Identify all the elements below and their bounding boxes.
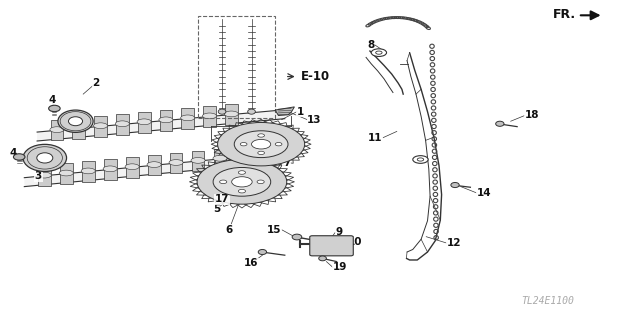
- Circle shape: [252, 139, 271, 149]
- Text: 14: 14: [477, 188, 492, 198]
- Ellipse shape: [202, 113, 216, 119]
- Polygon shape: [203, 106, 216, 127]
- Ellipse shape: [248, 109, 255, 114]
- Circle shape: [258, 134, 264, 137]
- Polygon shape: [94, 116, 107, 137]
- Polygon shape: [275, 107, 294, 115]
- Ellipse shape: [72, 125, 86, 130]
- Polygon shape: [125, 157, 138, 178]
- Circle shape: [197, 160, 287, 204]
- Text: 11: 11: [368, 133, 383, 143]
- Text: 2: 2: [92, 78, 100, 88]
- Ellipse shape: [125, 164, 139, 170]
- Circle shape: [238, 171, 246, 174]
- Text: 7: 7: [283, 158, 291, 168]
- Ellipse shape: [258, 249, 267, 255]
- Ellipse shape: [50, 127, 64, 132]
- Text: 17: 17: [239, 151, 253, 161]
- Ellipse shape: [451, 182, 460, 188]
- Text: 17: 17: [214, 194, 229, 204]
- Text: 19: 19: [333, 262, 347, 272]
- Ellipse shape: [169, 160, 183, 165]
- Polygon shape: [170, 153, 182, 173]
- Ellipse shape: [103, 166, 117, 172]
- Ellipse shape: [159, 117, 173, 123]
- FancyBboxPatch shape: [310, 236, 353, 256]
- Text: 9: 9: [335, 227, 342, 237]
- Polygon shape: [138, 112, 150, 133]
- Text: TL24E1100: TL24E1100: [521, 296, 573, 307]
- Polygon shape: [159, 110, 172, 131]
- Text: 18: 18: [525, 110, 540, 121]
- Text: 10: 10: [348, 237, 363, 248]
- Circle shape: [220, 180, 227, 184]
- Ellipse shape: [147, 162, 161, 167]
- Ellipse shape: [58, 110, 93, 132]
- Text: 3: 3: [35, 171, 42, 181]
- Circle shape: [413, 156, 428, 163]
- Circle shape: [218, 122, 305, 166]
- Ellipse shape: [23, 144, 67, 172]
- Polygon shape: [60, 163, 73, 184]
- Circle shape: [234, 131, 288, 158]
- Ellipse shape: [496, 121, 504, 126]
- Circle shape: [257, 180, 264, 184]
- Polygon shape: [116, 114, 129, 135]
- Circle shape: [275, 143, 282, 146]
- Text: 13: 13: [307, 115, 322, 125]
- Circle shape: [258, 151, 264, 155]
- Polygon shape: [82, 161, 95, 182]
- Ellipse shape: [49, 105, 60, 112]
- Text: 15: 15: [267, 225, 282, 235]
- Ellipse shape: [292, 234, 302, 240]
- Ellipse shape: [115, 121, 129, 127]
- Polygon shape: [191, 151, 204, 171]
- Text: 16: 16: [244, 258, 259, 268]
- Ellipse shape: [93, 123, 108, 129]
- Ellipse shape: [37, 172, 51, 178]
- Circle shape: [417, 158, 424, 161]
- Text: 6: 6: [225, 225, 233, 235]
- Ellipse shape: [224, 111, 238, 117]
- Text: 4: 4: [9, 148, 17, 158]
- Ellipse shape: [319, 256, 326, 261]
- Ellipse shape: [137, 119, 151, 125]
- Text: 8: 8: [367, 40, 374, 50]
- Polygon shape: [181, 108, 194, 129]
- Text: 4: 4: [49, 95, 56, 106]
- Polygon shape: [225, 104, 237, 125]
- Bar: [198, 16, 275, 118]
- Circle shape: [213, 167, 271, 196]
- Ellipse shape: [13, 154, 25, 160]
- Ellipse shape: [37, 153, 53, 163]
- Polygon shape: [214, 149, 227, 169]
- Ellipse shape: [81, 168, 95, 174]
- Circle shape: [371, 49, 387, 56]
- Ellipse shape: [60, 170, 74, 176]
- Polygon shape: [148, 155, 161, 175]
- Ellipse shape: [213, 155, 227, 161]
- Polygon shape: [38, 166, 51, 186]
- Polygon shape: [104, 159, 116, 180]
- Polygon shape: [24, 154, 274, 187]
- Text: 5: 5: [212, 204, 220, 214]
- Circle shape: [232, 177, 252, 187]
- Polygon shape: [37, 110, 285, 141]
- Circle shape: [240, 143, 247, 146]
- Polygon shape: [72, 118, 85, 138]
- Ellipse shape: [68, 117, 83, 126]
- Text: FR.: FR.: [553, 8, 576, 21]
- Ellipse shape: [180, 115, 195, 121]
- Text: 12: 12: [447, 238, 461, 248]
- Text: 1: 1: [297, 107, 304, 117]
- Polygon shape: [51, 120, 63, 140]
- Circle shape: [238, 189, 246, 193]
- Circle shape: [376, 51, 382, 54]
- Text: E-10: E-10: [301, 70, 330, 83]
- Ellipse shape: [191, 158, 205, 163]
- Ellipse shape: [218, 109, 226, 114]
